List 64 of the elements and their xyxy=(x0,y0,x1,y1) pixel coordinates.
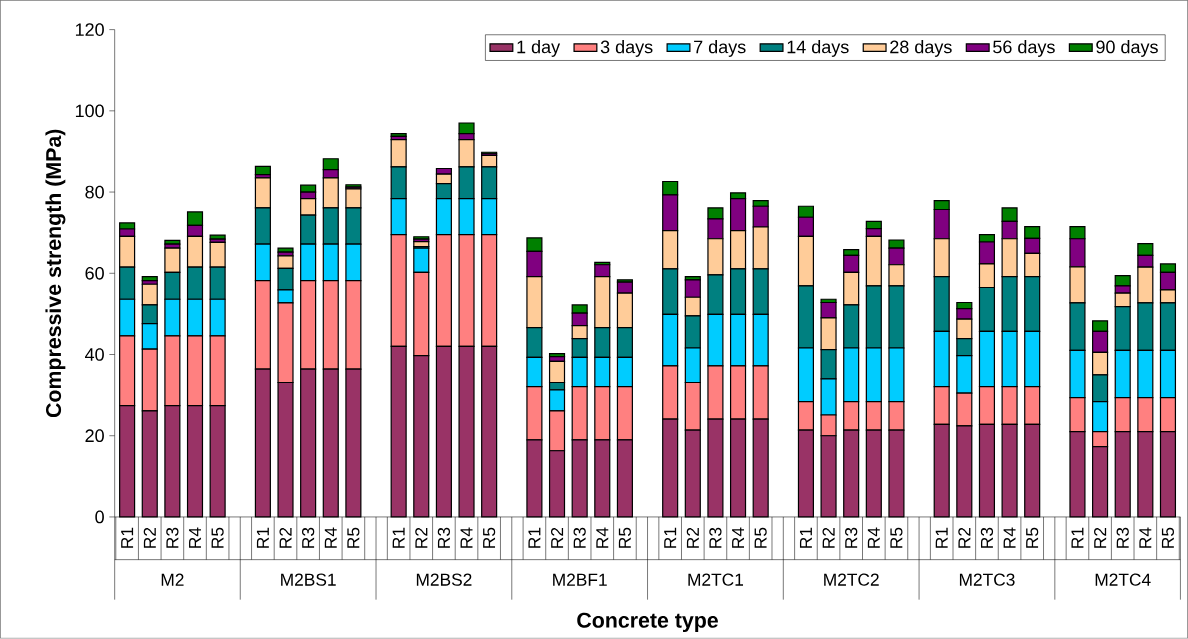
x-tick-label: R4 xyxy=(1139,527,1152,548)
legend-label: 56 days xyxy=(993,40,1055,58)
x-tick-label: R2 xyxy=(279,528,292,548)
y-tick-label: 40 xyxy=(85,348,104,362)
x-tick-label: R2 xyxy=(1094,528,1107,548)
x-tick-label: R4 xyxy=(867,527,880,548)
x-tick-label: R4 xyxy=(189,527,201,548)
x-tick-label: R2 xyxy=(958,528,971,548)
x-tick-label: R3 xyxy=(845,527,858,548)
legend-label: 14 days xyxy=(787,40,849,58)
x-tick-label: R1 xyxy=(121,528,134,548)
x-tick-label: R5 xyxy=(1161,527,1175,548)
x-tick-label: R5 xyxy=(483,527,496,548)
x-tick-label: R2 xyxy=(822,528,835,548)
x-tick-label: R1 xyxy=(935,528,948,548)
y-axis-title: Compressive strength (MPa) xyxy=(45,129,66,418)
text: M2TC3 xyxy=(959,573,1015,586)
x-tick-label: R2 xyxy=(550,528,564,548)
x-tick-label: R3 xyxy=(709,527,722,548)
x-tick-label: R4 xyxy=(324,527,337,548)
x-tick-label: R5 xyxy=(347,527,360,548)
x-tick-label: R4 xyxy=(1003,527,1016,548)
x-tick-label: R3 xyxy=(302,527,315,548)
x-tick-label: R3 xyxy=(980,527,994,548)
x-tick-label: R2 xyxy=(415,528,428,548)
legend-label: 7 days xyxy=(694,40,746,58)
x-tick-label: R3 xyxy=(573,527,586,548)
text: M2TC4 xyxy=(1095,573,1151,586)
text: M2TC2 xyxy=(824,573,879,586)
x-tick-label: R2 xyxy=(686,528,699,548)
x-tick-label: R5 xyxy=(754,527,767,548)
x-tick-label: R4 xyxy=(596,527,609,548)
x-tick-label: R3 xyxy=(1116,527,1129,548)
x-tick-label: R4 xyxy=(460,527,473,548)
text: M2BS1 xyxy=(281,573,336,586)
x-tick-label: R1 xyxy=(256,528,269,548)
y-tick-label: 100 xyxy=(75,104,104,118)
x-tick-label: R1 xyxy=(664,528,677,548)
x-tick-label: R1 xyxy=(392,528,405,548)
x-tick-label: R1 xyxy=(1071,528,1084,548)
text: M2BS2 xyxy=(416,573,472,586)
legend-label: 90 days xyxy=(1096,40,1158,58)
legend-label: 3 days xyxy=(600,40,653,58)
x-axis-title: Concrete type xyxy=(577,612,718,633)
y-tick-label: 120 xyxy=(75,23,104,37)
x-tick-label: R5 xyxy=(1026,527,1039,548)
text: M2BF1 xyxy=(553,573,607,586)
legend-label: 1 day xyxy=(517,40,561,58)
x-tick-label: R3 xyxy=(166,527,179,548)
legend-label: 28 days xyxy=(890,40,952,58)
x-tick-label: R4 xyxy=(732,527,745,548)
x-tick-label: R1 xyxy=(799,528,812,548)
y-tick-label: 0 xyxy=(95,510,104,524)
x-tick-label: R5 xyxy=(618,527,631,548)
text: M2 xyxy=(161,573,184,586)
x-tick-label: R5 xyxy=(211,527,224,548)
x-tick-label: R2 xyxy=(143,528,156,548)
y-tick-label: 60 xyxy=(85,267,104,280)
text: M2TC1 xyxy=(688,573,744,586)
y-tick-label: 20 xyxy=(85,429,104,443)
x-tick-label: R5 xyxy=(890,527,903,548)
x-tick-label: R3 xyxy=(437,527,451,548)
x-tick-label: R1 xyxy=(528,528,541,548)
y-tick-label: 80 xyxy=(85,185,104,199)
